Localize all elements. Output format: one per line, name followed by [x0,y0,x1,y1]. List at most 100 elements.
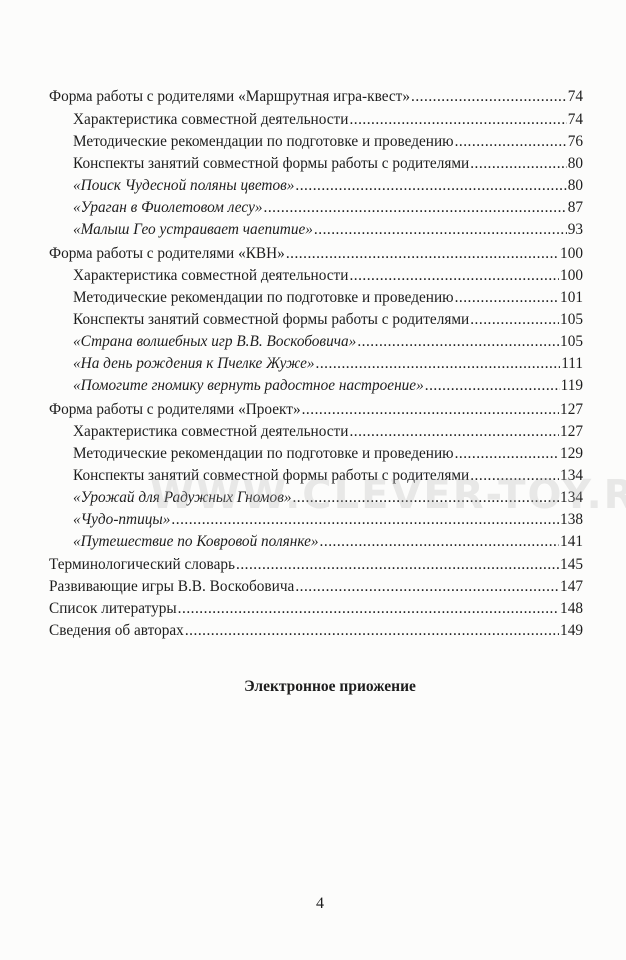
leader-dots [264,197,567,219]
toc-entry-title: Методические рекомендации по подготовке … [73,289,454,306]
toc-entry-title: Форма работы с родителями «Проект» [49,401,301,418]
toc-entry-page: 138 [560,511,583,528]
toc-entry: «Поиск Чудесной поляны цветов» 80 [73,175,583,197]
leader-dots [178,598,559,620]
leader-dots [320,531,560,553]
leader-dots [425,375,560,397]
toc-entry: Характеристика совместной деятельности 74 [73,109,583,131]
toc-entry: Список литературы 148 [49,598,583,620]
toc-entry: Конспекты занятий совместной формы работ… [73,153,583,175]
watermark: WWW.CLEVER-TOY.RU [150,472,626,518]
toc-entry: «На день рождения к Пчелке Жуже» 111 [73,353,583,375]
toc-entry: Развивающие игры В.В. Воскобовича 147 [49,576,583,598]
toc-entry: Терминологический словарь 145 [49,554,583,576]
toc-entry-title: Форма работы с родителями «Маршрутная иг… [49,88,411,105]
toc-entry-page: 127 [560,423,583,440]
leader-dots [349,265,559,287]
toc-entry-page: 129 [560,445,583,462]
toc-entry: «Помогите гномику вернуть радостное наст… [73,375,583,397]
toc-entry: «Путешествие по Ковровой полянке» 141 [73,531,583,553]
toc-entry-title: Развивающие игры В.В. Воскобовича [49,578,295,595]
toc-entry-title: Форма работы с родителями «КВН» [49,245,285,262]
toc-entry-title: «Ураган в Фиолетовом лесу» [73,199,263,216]
toc-entry-page: 100 [560,267,583,284]
toc-entry-title: «Чудо-птицы» [73,511,171,528]
toc-entry-page: 119 [560,377,583,394]
leader-dots [185,620,559,642]
toc-entry-title: Сведения об авторах [49,622,184,639]
toc-entry: «Страна волшебных игр В.В. Воскобовича» 1… [73,331,583,353]
leader-dots [455,131,567,153]
leader-dots [295,175,566,197]
leader-dots [302,399,559,421]
toc-entry: Сведения об авторах 149 [49,620,583,642]
leader-dots [357,331,559,353]
toc-entry: Конспекты занятий совместной формы работ… [73,309,583,331]
toc-entry-page: 87 [567,199,583,216]
toc-entry-title: Методические рекомендации по подготовке … [73,133,454,150]
toc-entry: «Ураган в Фиолетовом лесу» 87 [73,197,583,219]
leader-dots [470,153,566,175]
toc-entry-title: Характеристика совместной деятельности [73,267,349,284]
leader-dots [314,219,567,241]
toc-entry-page: 74 [567,88,583,105]
leader-dots [455,443,559,465]
toc-entry-page: 105 [560,333,583,350]
toc-entry: «Чудо-птицы» 138 [73,509,583,531]
toc-entry-page: 76 [567,133,583,150]
toc-entry-page: 100 [560,245,583,262]
toc-entry: Характеристика совместной деятельности 12… [73,421,583,443]
leader-dots [411,86,567,108]
leader-dots [349,421,559,443]
toc-entry-page: 101 [560,289,583,306]
toc-entry-title: Конспекты занятий совместной формы работ… [73,467,470,484]
leader-dots [286,243,559,265]
toc-entry-title: Список литературы [49,600,177,617]
toc-entry-title: «Малыш Гео устраивает чаепитие» [73,221,313,238]
leader-dots [470,309,559,331]
toc-entry-title: «Страна волшебных игр В.В. Воскобовича» [73,333,357,350]
toc-entry-page: 148 [560,600,583,617]
toc-entry-page: 147 [560,578,583,595]
toc-entry-page: 141 [560,533,583,550]
toc-entry-page: 93 [567,221,583,238]
appendix-title: Электронное приожение [244,678,416,695]
toc-entry-title: Характеристика совместной деятельности [73,423,349,440]
leader-dots [295,576,559,598]
toc-entry: Методические рекомендации по подготовке … [73,287,583,309]
toc-entry-title: Конспекты занятий совместной формы работ… [73,311,470,328]
toc-entry-title: «Путешествие по Ковровой полянке» [73,533,319,550]
toc-entry: Конспекты занятий совместной формы работ… [73,465,583,487]
toc-entry-page: 134 [560,489,583,506]
toc-entry-title: Характеристика совместной деятельности [73,111,349,128]
toc-entry: «Малыш Гео устраивает чаепитие» 93 [73,219,583,241]
toc-entry-title: «Помогите гномику вернуть радостное наст… [73,377,424,394]
leader-dots [316,353,561,375]
toc-entry-page: 80 [567,155,583,172]
toc-entry-title: «На день рождения к Пчелке Жуже» [73,355,315,372]
leader-dots [236,554,559,576]
toc-entry: Методические рекомендации по подготовке … [73,131,583,153]
toc-entry-title: Методические рекомендации по подготовке … [73,445,454,462]
toc-entry: Методические рекомендации по подготовке … [73,443,583,465]
leader-dots [455,287,559,309]
toc-entry-title: «Поиск Чудесной поляны цветов» [73,177,295,194]
toc-entry: «Урожай для Радужных Гномов» 134 [73,487,583,509]
toc-entry-page: 134 [560,467,583,484]
toc-entry: Характеристика совместной деятельности 10… [73,265,583,287]
toc-entry-title: Конспекты занятий совместной формы работ… [73,155,470,172]
toc-entry-page: 74 [567,111,583,128]
toc-entry-page: 80 [567,177,583,194]
page-number: 4 [316,895,324,912]
toc-entry: Форма работы с родителями «КВН» 100 [49,243,583,265]
toc-entry-page: 111 [561,355,583,372]
toc-entry-page: 127 [560,401,583,418]
toc-entry: Форма работы с родителями «Проект» 127 [49,399,583,421]
toc-entry-page: 145 [560,556,583,573]
toc-entry-title: Терминологический словарь [49,556,235,573]
toc-entry: Форма работы с родителями «Маршрутная иг… [49,86,583,108]
leader-dots [349,109,566,131]
toc-entry-page: 105 [560,311,583,328]
toc-entry-title: «Урожай для Радужных Гномов» [73,489,292,506]
toc-entry-page: 149 [560,622,583,639]
